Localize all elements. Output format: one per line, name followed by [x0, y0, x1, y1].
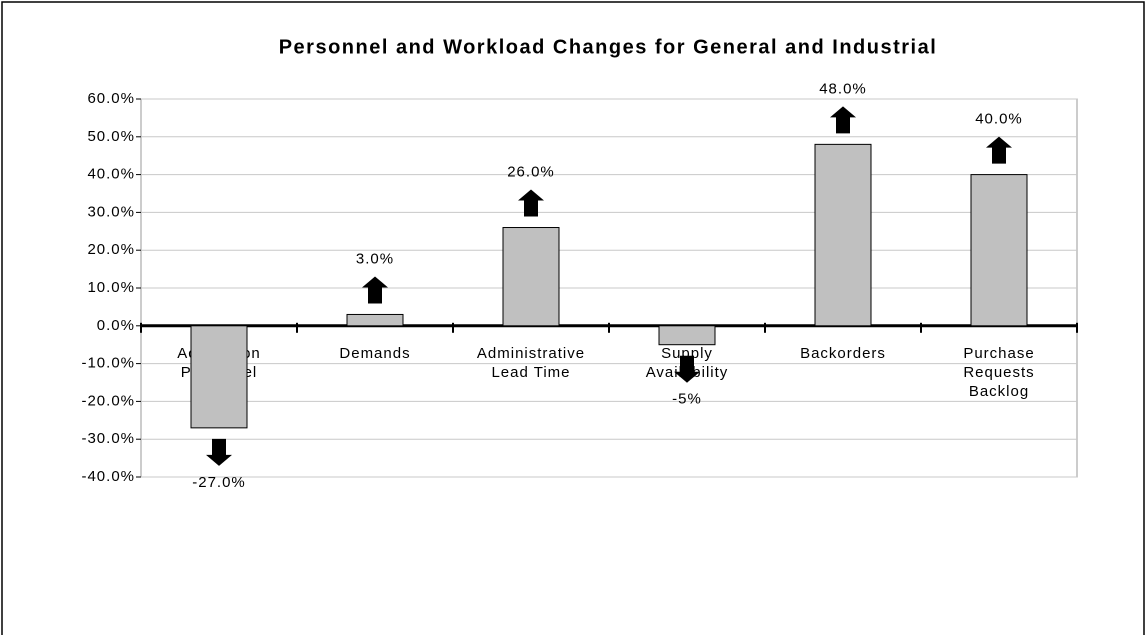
value-label: -27.0%: [192, 474, 246, 491]
value-label: -5%: [672, 391, 702, 408]
x-tick-label: Backorders: [800, 345, 886, 362]
chart-title: Personnel and Workload Changes for Gener…: [279, 36, 938, 58]
bar: [970, 174, 1028, 327]
value-label: 48.0%: [819, 80, 867, 97]
y-tick-label: -40.0%: [81, 468, 135, 485]
arrow: [674, 355, 700, 383]
y-tick-label: 10.0%: [87, 279, 135, 296]
y-tick-label: -20.0%: [81, 392, 135, 409]
arrow: [830, 106, 856, 134]
y-tick-label: 60.0%: [87, 90, 135, 107]
y-tick-label: -30.0%: [81, 430, 135, 447]
arrow: [206, 438, 232, 466]
x-tick-label: Purchase: [963, 345, 1034, 362]
bar: [190, 325, 248, 429]
value-label: 26.0%: [507, 163, 555, 180]
y-tick-label: 40.0%: [87, 166, 135, 183]
bar: [814, 143, 872, 327]
value-label: 3.0%: [356, 250, 394, 267]
bar: [346, 313, 404, 327]
bar: [658, 325, 716, 346]
arrow: [518, 189, 544, 217]
arrow: [362, 276, 388, 304]
x-tick-label: Administrative: [477, 345, 585, 362]
arrow: [986, 136, 1012, 164]
x-tick-label: Demands: [339, 345, 410, 362]
y-tick-label: 50.0%: [87, 128, 135, 145]
x-tick-label: Backlog: [969, 383, 1029, 400]
y-tick-label: -10.0%: [81, 355, 135, 372]
x-tick-label: Supply: [661, 345, 713, 362]
y-tick-label: 20.0%: [87, 241, 135, 258]
value-label: 40.0%: [975, 111, 1023, 128]
x-tick-label: Requests: [963, 364, 1034, 381]
y-tick-label: 0.0%: [97, 317, 135, 334]
bar: [502, 227, 560, 327]
x-tick-label: Lead Time: [491, 364, 570, 381]
y-tick-label: 30.0%: [87, 203, 135, 220]
